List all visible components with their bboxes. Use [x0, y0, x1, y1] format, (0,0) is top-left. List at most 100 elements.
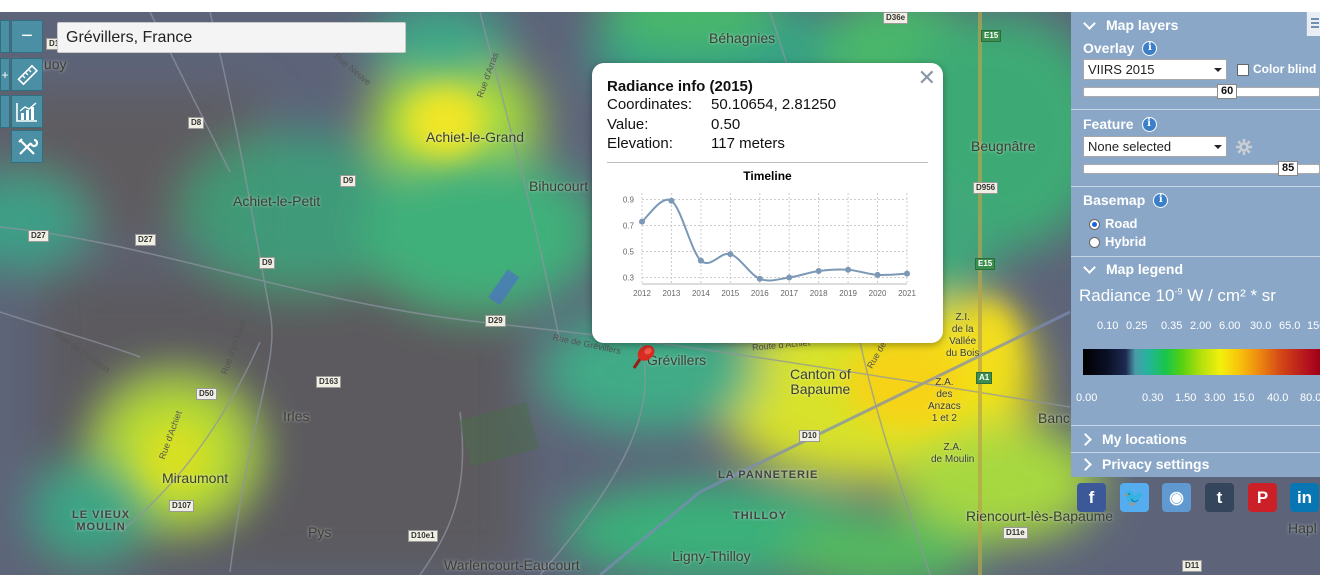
twitter-share-button[interactable]: 🐦: [1120, 483, 1149, 512]
data-point: [697, 257, 704, 264]
place-label: Z.I. de la Vallée du Bois: [946, 312, 980, 359]
radiance-unit: W / cm² * sr: [1182, 286, 1276, 305]
road-badge: D11e: [1003, 527, 1028, 539]
place-label: Achiet-le-Petit: [233, 193, 321, 209]
data-point: [815, 267, 822, 274]
x-tick-label: 2020: [869, 289, 887, 298]
place-label: THILLOY: [733, 510, 788, 522]
linkedin-icon: in: [1296, 487, 1313, 507]
color-blind-label: Color blind: [1253, 62, 1317, 76]
basemap-option-road[interactable]: Road: [1089, 216, 1138, 231]
legend-tick: 80.0: [1300, 392, 1320, 404]
zoom-out-button[interactable]: −: [11, 20, 43, 53]
linkedin-share-button[interactable]: in: [1290, 483, 1319, 512]
series-line: [641, 198, 908, 281]
data-point: [874, 271, 881, 278]
my-locations-header[interactable]: My locations: [1071, 431, 1187, 447]
x-tick-label: 2018: [810, 289, 828, 298]
chevron-down-icon: [1083, 260, 1096, 274]
overlay-select[interactable]: VIIRS 2015: [1083, 59, 1227, 80]
chevron-down-icon: [1214, 145, 1222, 149]
radiance-info-popup: ✕ Radiance info (2015) Coordinates: 50.1…: [592, 63, 943, 343]
toolbar-edge[interactable]: [0, 20, 10, 53]
x-tick-label: 2012: [633, 289, 651, 298]
reddit-share-button[interactable]: ◉: [1162, 483, 1191, 512]
legend-tick: 0.25: [1126, 320, 1148, 332]
map-legend-header[interactable]: Map legend: [1071, 260, 1184, 277]
overlay-slider-value[interactable]: 60: [1217, 84, 1238, 99]
place-label: Warlencourt-Eaucourt: [444, 557, 580, 573]
x-tick-label: 2021: [898, 289, 916, 298]
place-label: Pys: [308, 524, 332, 540]
chart-button[interactable]: [11, 95, 43, 128]
place-label: Riencourt-lès-Bapaume: [966, 508, 1114, 524]
x-tick-label: 2019: [839, 289, 857, 298]
basemap-option-hybrid[interactable]: Hybrid: [1089, 234, 1146, 249]
radio-selected-icon: [1089, 219, 1100, 231]
info-value: 50.10654, 2.81250: [711, 96, 837, 113]
road-badge: E15: [975, 258, 996, 270]
info-row: Coordinates: 50.10654, 2.81250: [607, 96, 928, 116]
side-panel: Map layers Overlay i VIIRS 2015 Color bl…: [1071, 12, 1320, 477]
info-row: Value: 0.50: [607, 116, 928, 136]
tools-button[interactable]: [11, 130, 43, 163]
close-icon[interactable]: ✕: [917, 65, 936, 90]
y-tick-label: 0.9: [623, 195, 635, 204]
overlay-opacity-slider[interactable]: [1083, 87, 1320, 97]
gear-icon[interactable]: [1235, 138, 1253, 156]
facebook-share-button[interactable]: f: [1077, 483, 1106, 512]
x-tick-label: 2013: [663, 289, 681, 298]
road-badge: D27: [135, 234, 156, 246]
x-tick-label: 2014: [692, 289, 710, 298]
legend-tick: 65.0: [1279, 320, 1301, 332]
place-label: Miraumont: [162, 470, 229, 486]
data-point: [786, 274, 793, 280]
road-badge: D27: [28, 230, 49, 242]
chevron-right-icon: [1079, 457, 1092, 471]
place-label: Z.A. des Anzacs 1 et 2: [928, 377, 961, 424]
info-label: Coordinates:: [607, 96, 693, 113]
x-tick-label: 2016: [751, 289, 769, 298]
y-tick-label: 0.7: [623, 221, 635, 230]
y-tick-label: 0.5: [623, 247, 635, 256]
legend-tick: 6.00: [1219, 320, 1241, 332]
legend-tick: 3.00: [1204, 392, 1226, 404]
legend-tick: 0.30: [1142, 392, 1164, 404]
facebook-icon: f: [1088, 487, 1095, 507]
measure-button[interactable]: [11, 58, 43, 91]
place-label: Achiet-le-Grand: [426, 129, 525, 145]
info-icon[interactable]: i: [1153, 192, 1169, 208]
basemap-option-label: Road: [1105, 216, 1138, 231]
map-layers-header[interactable]: Map layers: [1071, 16, 1178, 33]
feature-label: Feature: [1083, 116, 1134, 132]
overlay-label-row: Overlay i: [1083, 40, 1158, 56]
basemap-option-label: Hybrid: [1105, 234, 1147, 249]
toolbar-edge[interactable]: [0, 95, 10, 128]
info-icon[interactable]: i: [1141, 116, 1157, 132]
zoom-in-button[interactable]: +: [0, 58, 10, 91]
privacy-settings-header[interactable]: Privacy settings: [1071, 456, 1209, 472]
section-title: My locations: [1102, 431, 1187, 447]
info-icon[interactable]: i: [1142, 40, 1158, 56]
color-blind-toggle[interactable]: Color blind: [1237, 62, 1316, 76]
data-point: [639, 218, 645, 225]
pinterest-icon: P: [1256, 487, 1269, 507]
location-pin-icon[interactable]: [630, 342, 656, 372]
tumblr-icon: t: [1216, 487, 1223, 507]
info-label: Value:: [607, 115, 649, 133]
plus-icon: +: [1, 67, 9, 82]
pinterest-share-button[interactable]: P: [1248, 483, 1277, 512]
feature-select[interactable]: None selected: [1083, 136, 1227, 157]
overlay-select-value: VIIRS 2015: [1088, 62, 1155, 77]
radiance-color-scale: [1083, 349, 1320, 375]
divider: [1071, 186, 1320, 187]
data-point: [756, 275, 763, 282]
feature-slider-value[interactable]: 85: [1278, 161, 1299, 176]
tumblr-share-button[interactable]: t: [1205, 483, 1234, 512]
data-point: [727, 250, 734, 257]
panel-toggle-button[interactable]: [1306, 12, 1320, 36]
radiance-exponent: -9: [1174, 286, 1183, 297]
section-title: Map legend: [1106, 261, 1184, 277]
x-tick-label: 2017: [780, 289, 798, 298]
search-input[interactable]: Grévillers, France: [57, 22, 406, 53]
